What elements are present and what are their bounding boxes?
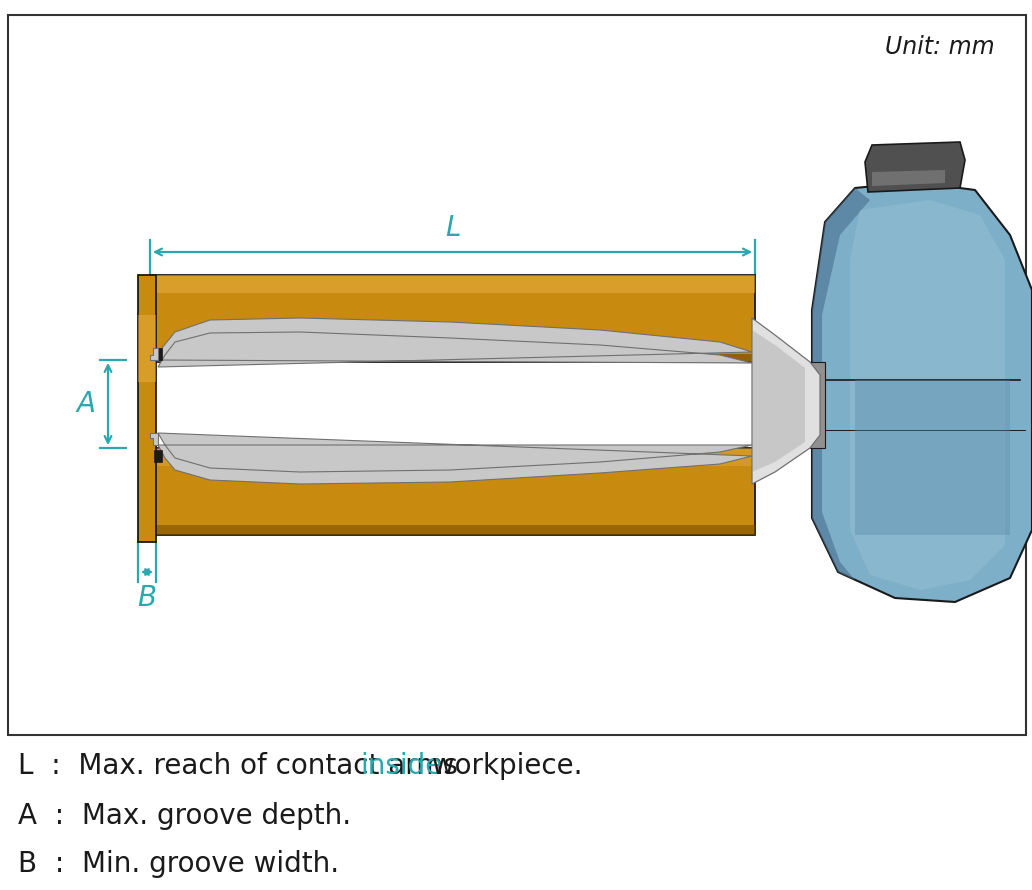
Bar	[8, 15, 1026, 735]
Bar	[150, 275, 755, 293]
Polygon shape	[812, 182, 1032, 602]
Text: L: L	[445, 214, 460, 242]
Polygon shape	[854, 380, 1010, 535]
Text: L  :  Max. reach of contact arms: L : Max. reach of contact arms	[18, 752, 466, 780]
Text: B: B	[137, 584, 157, 612]
Text: A: A	[76, 390, 96, 418]
Polygon shape	[812, 188, 870, 580]
Text: A  :  Max. groove depth.: A : Max. groove depth.	[18, 802, 351, 830]
Bar	[150, 448, 755, 535]
Polygon shape	[752, 330, 805, 472]
Polygon shape	[810, 362, 825, 448]
Polygon shape	[158, 318, 752, 367]
Text: B  :  Min. groove width.: B : Min. groove width.	[18, 850, 340, 878]
Bar	[150, 354, 755, 362]
Polygon shape	[865, 142, 965, 192]
Bar	[154, 450, 162, 462]
Bar	[150, 525, 755, 535]
Bar	[150, 448, 755, 466]
Polygon shape	[850, 200, 1005, 590]
Bar	[138, 275, 156, 542]
Text: Unit: mm: Unit: mm	[885, 35, 995, 59]
Polygon shape	[150, 348, 158, 360]
Text: workpiece.: workpiece.	[423, 752, 582, 780]
Polygon shape	[158, 433, 752, 484]
Bar	[150, 275, 755, 362]
Polygon shape	[752, 318, 820, 484]
Bar	[154, 348, 162, 360]
Bar	[138, 315, 156, 382]
Polygon shape	[872, 170, 945, 186]
Text: inside: inside	[360, 752, 443, 780]
Polygon shape	[150, 433, 158, 445]
